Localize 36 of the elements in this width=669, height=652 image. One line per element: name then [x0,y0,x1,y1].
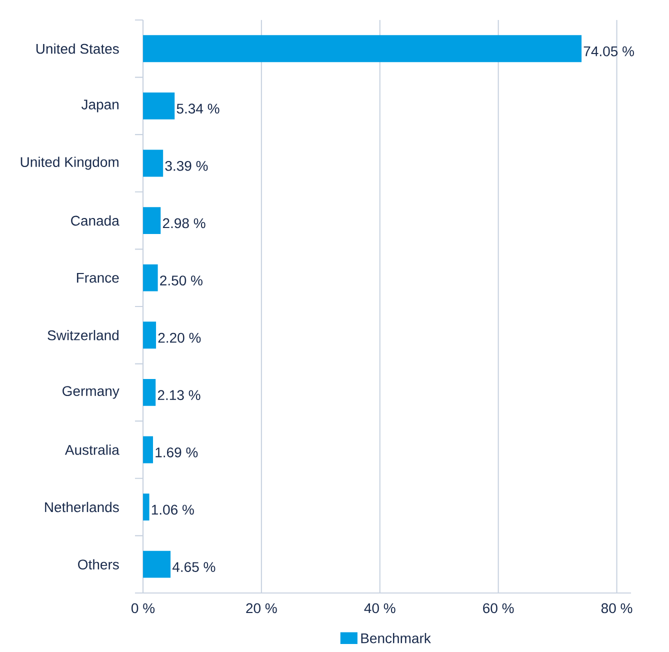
y-tick-label: United Kingdom [20,156,118,170]
bar [143,207,161,234]
y-tick-label: Switzerland [48,330,118,340]
y-tick-label: Netherlands [45,502,119,512]
y-tick-label: Others [78,559,119,570]
data-label: 2.50 % [160,276,202,286]
y-tick-label: Japan [81,100,118,112]
data-label: 1.06 % [152,504,194,515]
data-label: 2.13 % [158,390,200,400]
y-tick-label: France [76,272,119,283]
bar [143,378,156,406]
bar [143,322,156,349]
bar [143,92,175,120]
x-tick-label: 60 % [483,603,514,614]
y-tick-label: Canada [71,215,120,226]
data-label: 4.65 % [172,562,216,572]
legend-label: Benchmark [361,632,431,644]
bar [143,436,154,464]
bar [143,35,582,62]
x-tick-label: 0 % [131,603,155,614]
data-label: 74.05 % [584,46,634,56]
data-label: 3.39 % [165,160,208,171]
y-tick-label: Australia [64,444,120,455]
x-tick-label: 20 % [246,603,277,614]
x-tick-label: 40 % [364,603,396,614]
bar [143,550,171,578]
data-label: 5.34 % [176,104,220,114]
bar [143,264,158,292]
y-tick-label: United States [36,44,119,54]
x-tick-label: 80 % [601,603,632,614]
data-label: 2.20 % [158,332,201,343]
bar [143,494,150,521]
bar [143,150,164,177]
data-label: 2.98 % [162,218,206,228]
data-label: 1.69 % [156,447,198,458]
y-tick-label: Germany [62,386,120,399]
